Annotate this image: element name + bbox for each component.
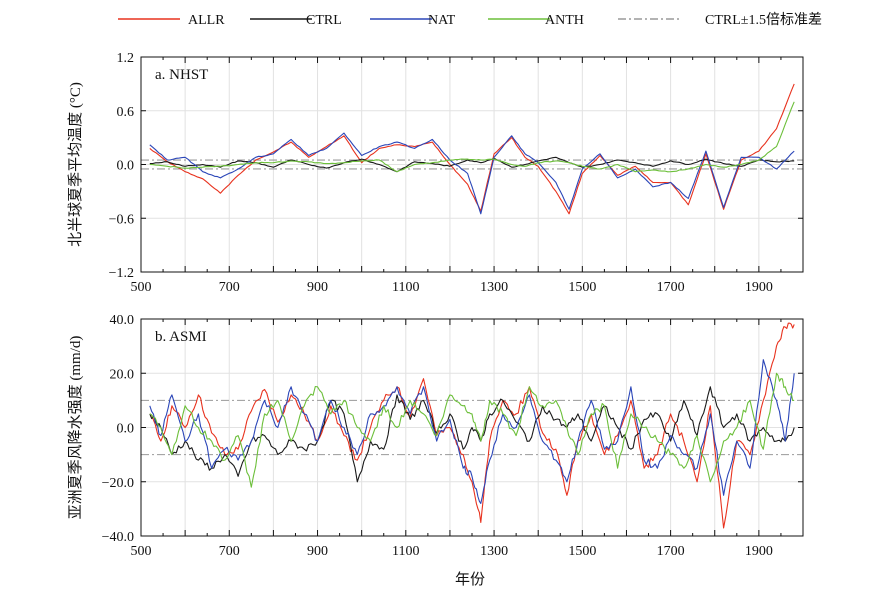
y-tick-label: −0.6	[109, 212, 134, 227]
legend-label-4: CTRL±1.5倍标准差	[705, 12, 822, 28]
y-tick-label: 0.6	[117, 105, 135, 120]
y-tick-label: 40.0	[110, 313, 135, 328]
panel-label: b. ASMI	[155, 329, 207, 345]
y-tick-label: −20.0	[102, 476, 134, 491]
legend-label-1: CTRL	[306, 13, 342, 28]
series-line-nat	[149, 359, 795, 504]
x-tick-label: 1700	[657, 280, 685, 295]
legend-label-2: NAT	[428, 13, 456, 28]
x-tick-label: 500	[131, 280, 152, 295]
legend-label-3: ANTH	[545, 13, 584, 28]
series-line-ctrl	[149, 386, 795, 483]
x-axis-title: 年份	[455, 571, 485, 588]
x-tick-label: 1500	[568, 280, 596, 295]
x-tick-label: 1100	[392, 544, 419, 559]
legend: ALLR CTRL NAT ANTH CTRL±1.5倍标准差	[118, 12, 822, 28]
panel-label: a. NHST	[155, 67, 208, 83]
x-tick-label: 1900	[745, 544, 773, 559]
y-axis-title: 北半球夏季平均温度 (°C)	[67, 82, 84, 247]
x-tick-label: 700	[219, 280, 240, 295]
y-tick-label: 1.2	[117, 51, 135, 66]
series-line-allr	[149, 83, 795, 215]
x-tick-label: 500	[131, 544, 152, 559]
y-tick-label: 0.0	[117, 159, 135, 174]
x-tick-label: 900	[307, 280, 328, 295]
panel-b-asmi: 500 700 900 1100 1300 1500 1700 1900 −40.0 −20.0 0…	[67, 313, 804, 559]
y-tick-label: 0.0	[117, 422, 135, 437]
x-tick-label: 1700	[657, 544, 685, 559]
series-line-nat	[149, 132, 795, 215]
x-tick-label: 1900	[745, 280, 773, 295]
x-tick-label: 1500	[568, 544, 596, 559]
x-tick-label: 1300	[480, 544, 508, 559]
y-tick-label: 20.0	[110, 367, 135, 382]
series-line-anth	[149, 101, 795, 173]
y-axis-title: 亚洲夏季风降水强度 (mm/d)	[67, 336, 84, 520]
legend-label-0: ALLR	[188, 13, 225, 28]
y-tick-label: −40.0	[102, 530, 134, 545]
y-tick-label: −1.2	[109, 266, 134, 281]
x-tick-label: 700	[219, 544, 240, 559]
series-line-ctrl	[149, 156, 795, 173]
panel-a-nhst: 500 700 900 1100 1300 1500 1700 1900 −1.2 −0.6 0.0…	[67, 51, 804, 295]
series-line-allr	[149, 322, 795, 529]
series-line-anth	[149, 372, 795, 488]
x-tick-label: 900	[307, 544, 328, 559]
x-tick-label: 1100	[392, 280, 419, 295]
x-tick-label: 1300	[480, 280, 508, 295]
